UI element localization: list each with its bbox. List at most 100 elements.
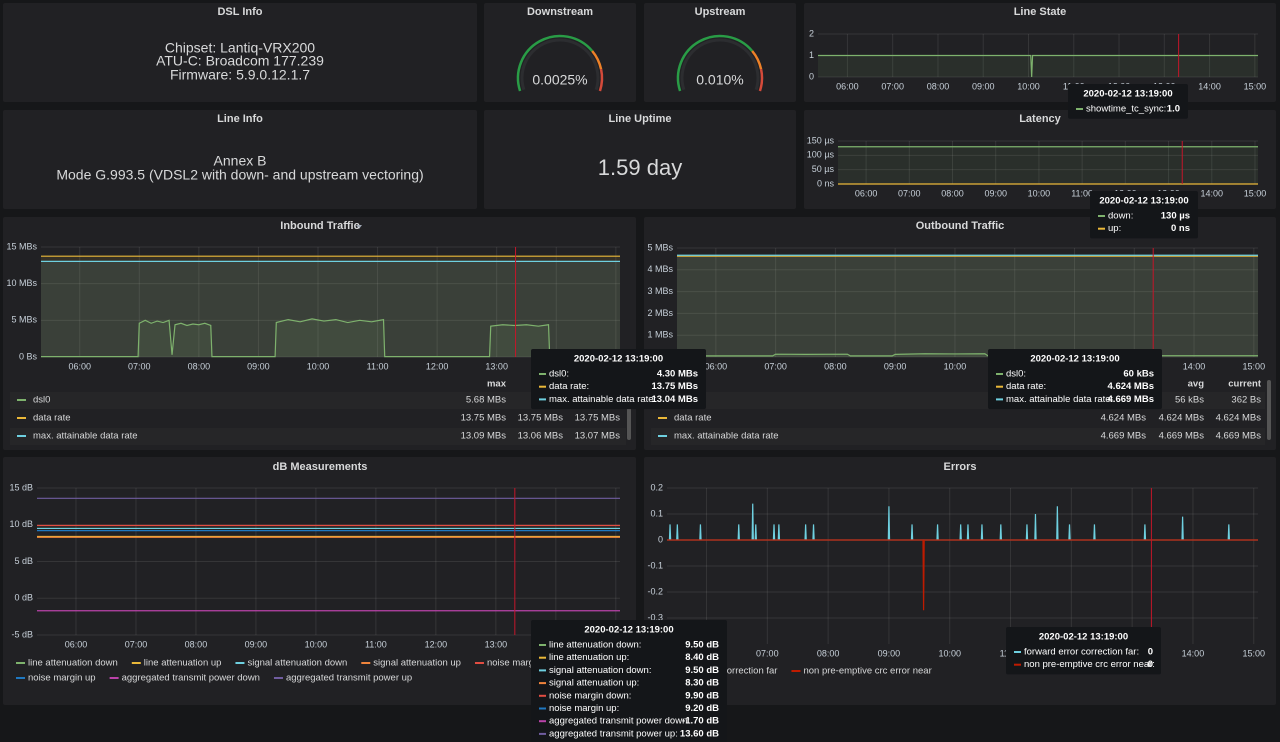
tooltip-label: down: xyxy=(1108,211,1133,222)
legend-row xyxy=(651,392,1265,409)
legend-item[interactable]: non pre-emptive crc error near xyxy=(803,666,931,677)
x-tick-label: 14:00 xyxy=(1183,361,1206,371)
tooltip-time: 2020-02-12 13:19:00 xyxy=(1083,89,1172,100)
y-tick-label: -0.2 xyxy=(647,586,663,596)
tooltip-label: noise margin up: xyxy=(549,703,619,714)
legend-value: 13.75 MBs xyxy=(575,413,621,424)
gauge-band xyxy=(591,50,603,70)
legend-header: avg xyxy=(1188,379,1205,390)
legend-value: 362 Bs xyxy=(1231,395,1261,406)
tooltip-box xyxy=(531,620,727,742)
tooltip-box xyxy=(1006,627,1161,675)
series-area xyxy=(818,55,1258,77)
x-tick-label: 14:00 xyxy=(1198,81,1221,91)
x-tick-label: 09:00 xyxy=(247,361,270,371)
legend-item[interactable]: dsl0 xyxy=(33,395,50,406)
panel-title: Outbound Traffic xyxy=(916,220,1005,232)
x-tick-label: 07:00 xyxy=(125,639,148,649)
y-tick-label: 1 xyxy=(809,50,814,60)
y-tick-label: 0.2 xyxy=(650,482,663,492)
x-tick-label: 15:00 xyxy=(1244,81,1267,91)
gauge-band xyxy=(751,50,763,70)
panel xyxy=(3,217,636,450)
x-tick-label: 09:00 xyxy=(972,81,995,91)
tooltip-label: data rate: xyxy=(1006,381,1046,392)
panel-title: Errors xyxy=(943,461,976,473)
legend-item[interactable]: data rate xyxy=(33,413,71,424)
legend-item[interactable]: aggregated transmit power down xyxy=(122,673,260,684)
tooltip-value: 9.50 dB xyxy=(685,665,719,676)
x-tick-label: 09:00 xyxy=(878,648,901,658)
y-tick-label: 2 MBs xyxy=(647,308,673,318)
y-tick-label: 5 dB xyxy=(14,556,33,566)
series-area xyxy=(41,318,620,357)
tooltip-value: -1.70 dB xyxy=(682,716,719,727)
tooltip-value: 13.60 dB xyxy=(680,728,719,739)
panel xyxy=(804,3,1276,102)
tooltip-label: signal attenuation up: xyxy=(549,678,639,689)
panel-title: DSL Info xyxy=(217,6,262,18)
x-tick-label: 10:00 xyxy=(944,361,967,371)
x-tick-label: 11:00 xyxy=(365,639,387,649)
legend-item[interactable]: signal attenuation down xyxy=(247,658,347,669)
title-caret xyxy=(356,225,362,229)
x-tick-label: 10:00 xyxy=(305,639,328,649)
x-tick-label: 12:00 xyxy=(425,639,448,649)
y-tick-label: 0 ns xyxy=(817,178,835,188)
panel xyxy=(3,110,477,209)
tooltip-time: 2020-02-12 13:19:00 xyxy=(1039,632,1128,643)
legend-item[interactable]: max. attainable data rate xyxy=(674,431,779,442)
legend-item[interactable]: line attenuation down xyxy=(28,658,118,669)
tooltip-time: 2020-02-12 13:19:00 xyxy=(1099,196,1188,207)
legend-item[interactable]: max. attainable data rate xyxy=(33,431,138,442)
legend-value: 13.09 MBs xyxy=(461,431,507,442)
legend-value: 13.07 MBs xyxy=(575,431,621,442)
legend-value: 56 kBs xyxy=(1175,395,1204,406)
tooltip-label: non pre-emptive crc error near: xyxy=(1024,659,1155,670)
x-tick-label: 12:00 xyxy=(426,361,449,371)
gauge-track xyxy=(520,38,600,91)
y-tick-label: 1 MBs xyxy=(647,330,673,340)
legend-row xyxy=(10,392,626,409)
legend-value: 13.75 MBs xyxy=(461,413,507,424)
y-tick-label: -0.1 xyxy=(647,560,663,570)
legend-item[interactable]: noise margin down xyxy=(487,658,567,669)
legend-item[interactable]: aggregated transmit power up xyxy=(286,673,412,684)
series-line xyxy=(667,539,1258,611)
x-tick-label: 10:00 xyxy=(307,361,330,371)
legend-row xyxy=(10,410,626,427)
legend-item[interactable]: line attenuation up xyxy=(144,658,222,669)
y-tick-label: 10 dB xyxy=(9,519,33,529)
x-tick-label: 08:00 xyxy=(188,361,211,371)
legend-item[interactable]: signal attenuation up xyxy=(373,658,461,669)
x-tick-label: 15:00 xyxy=(1243,361,1266,371)
tooltip-value: 4.30 MBs xyxy=(657,369,698,380)
y-tick-label: 15 MBs xyxy=(6,241,37,251)
y-tick-label: 10 MBs xyxy=(6,278,37,288)
x-tick-label: 08:00 xyxy=(941,188,964,198)
series-area xyxy=(677,256,1258,357)
info-line: Firmware: 5.9.0.12.1.7 xyxy=(170,67,310,83)
gauge-track xyxy=(680,38,760,91)
info-line: Mode G.993.5 (VDSL2 with down- and upstr… xyxy=(56,167,423,183)
legend-item[interactable]: data rate xyxy=(674,413,712,424)
x-tick-label: 08:00 xyxy=(185,639,208,649)
tooltip: 2020-02-12 13:19:00 down: 130 µs up: 0 ns xyxy=(1090,191,1198,239)
legend-value: 4.624 MBs xyxy=(1101,413,1147,424)
legend-item[interactable]: noise margin up xyxy=(28,673,96,684)
tooltip-value: 1.0 xyxy=(1167,104,1180,115)
tooltip-value: 13.04 MBs xyxy=(652,394,698,405)
tooltip-label: dsl0: xyxy=(1006,369,1026,380)
tooltip-label: aggregated transmit power up: xyxy=(549,728,678,739)
y-tick-label: 0 dB xyxy=(14,593,33,603)
x-tick-label: 08:00 xyxy=(927,81,950,91)
tooltip-value: 9.20 dB xyxy=(685,703,719,714)
tooltip-value: 4.624 MBs xyxy=(1108,381,1154,392)
tooltip-value: 0 xyxy=(1148,647,1153,658)
legend-value: 4.669 MBs xyxy=(1159,431,1205,442)
tooltip-box xyxy=(531,349,706,410)
x-tick-label: 07:00 xyxy=(128,361,151,371)
tooltip-value: 8.30 dB xyxy=(685,678,719,689)
